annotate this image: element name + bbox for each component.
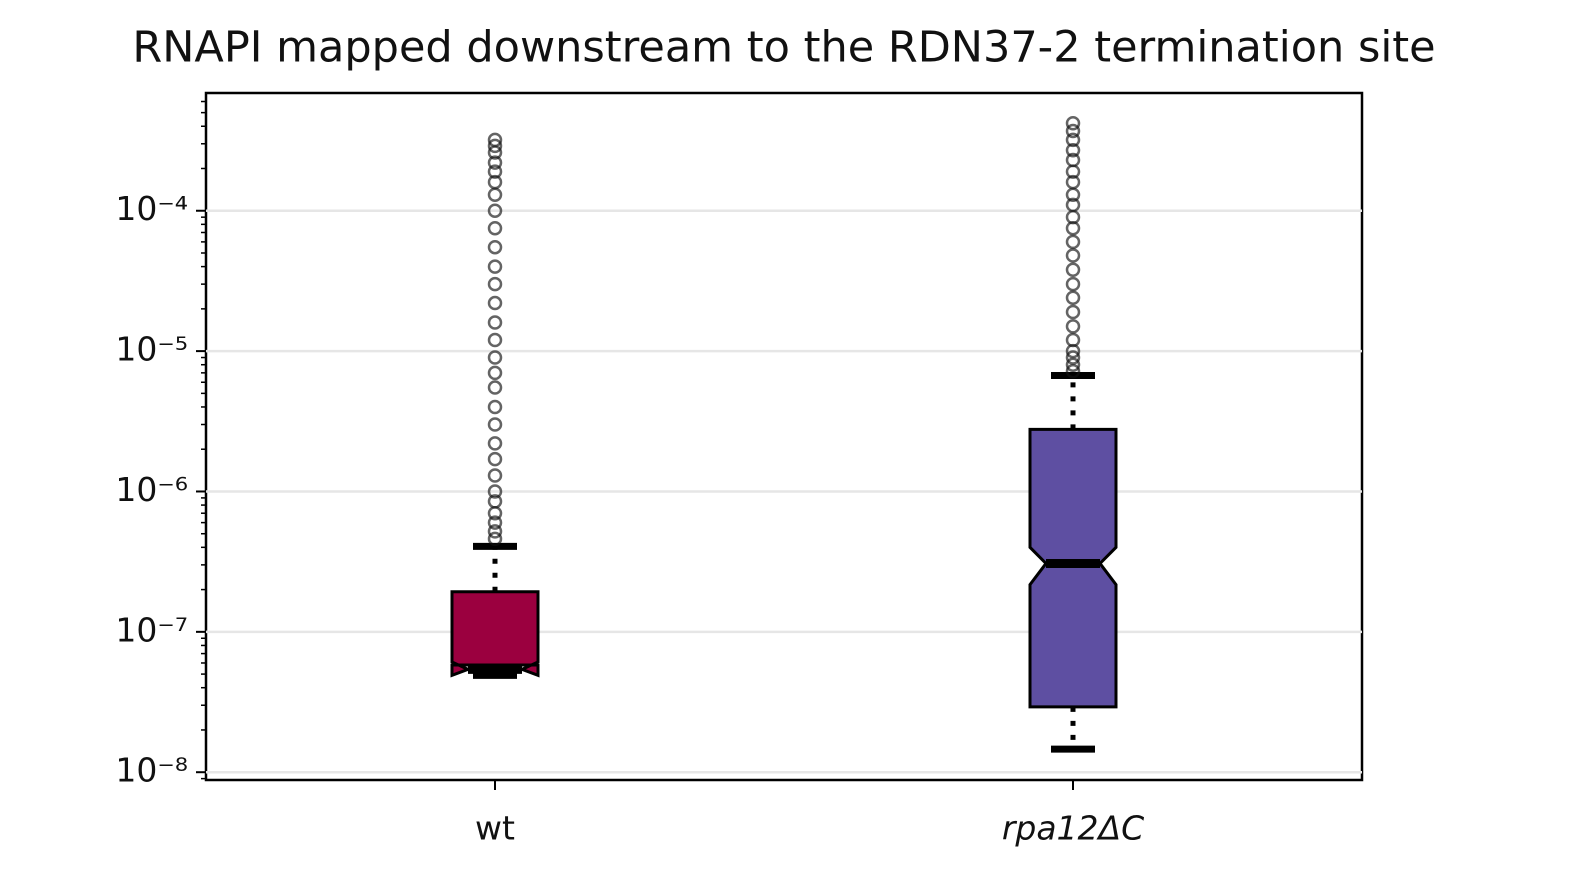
outlier (487, 365, 503, 381)
outlier (1065, 350, 1081, 365)
outlier (487, 350, 503, 365)
outlier (1065, 319, 1081, 334)
outlier (1065, 142, 1081, 158)
outlier (1065, 276, 1081, 292)
y-tick-label: 10⁻⁶ (115, 470, 188, 509)
outlier (487, 468, 503, 483)
y-tick-label: 10⁻⁴ (115, 189, 188, 228)
outlier (487, 295, 503, 311)
y-tick-label: 10⁻⁵ (115, 330, 188, 369)
outlier (1065, 197, 1081, 213)
outlier (487, 524, 503, 539)
outlier (487, 332, 503, 348)
outlier (487, 399, 503, 415)
outlier (1065, 304, 1081, 320)
outlier (487, 203, 503, 218)
box (450, 590, 540, 678)
outlier (487, 494, 503, 509)
chart-title: RNAPI mapped downstream to the RDN37-2 t… (132, 23, 1435, 73)
outlier (487, 531, 503, 547)
outlier (487, 315, 503, 330)
outlier (487, 187, 503, 203)
outlier (487, 174, 503, 190)
y-tick-label: 10⁻⁷ (115, 610, 188, 649)
outlier (487, 380, 503, 395)
outlier (1065, 123, 1081, 139)
x-tick-label: rpa12ΔC (1002, 809, 1144, 848)
outlier (1065, 357, 1081, 372)
outlier (487, 417, 503, 432)
outlier (487, 436, 503, 451)
outlier (487, 239, 503, 255)
outlier (487, 221, 503, 236)
plot-frame (204, 91, 1364, 782)
outlier (1065, 116, 1081, 131)
outlier (1065, 234, 1081, 250)
outlier (1065, 290, 1081, 305)
outlier (487, 132, 503, 148)
outlier (487, 515, 503, 530)
outlier (1065, 262, 1081, 277)
outlier (1065, 174, 1081, 190)
outlier (487, 138, 503, 154)
outlier (487, 155, 503, 170)
outlier (487, 164, 503, 179)
outlier (487, 451, 503, 467)
outlier (1065, 332, 1081, 348)
outlier (1065, 152, 1081, 168)
outlier (1065, 363, 1081, 379)
x-tick-label: wt (475, 809, 515, 848)
outlier (487, 276, 503, 292)
y-tick-label: 10⁻⁸ (115, 751, 188, 790)
outlier (487, 484, 503, 499)
outlier (487, 259, 503, 274)
outlier (1065, 132, 1081, 148)
box (1028, 427, 1118, 709)
outlier (1065, 248, 1081, 263)
